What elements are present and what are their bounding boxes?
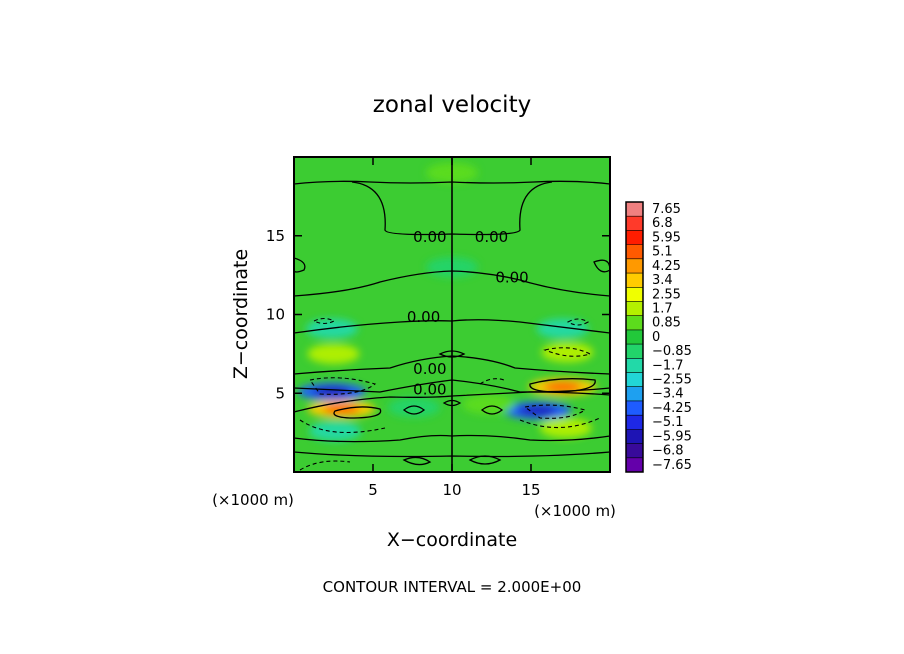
colorbar-swatch bbox=[626, 443, 643, 459]
contour-line bbox=[566, 318, 590, 326]
colorbar-swatch bbox=[626, 358, 643, 373]
contour-label: 0.00 bbox=[413, 381, 446, 399]
colorbar-level-label: 4.25 bbox=[652, 259, 681, 274]
contour-line bbox=[402, 405, 426, 415]
colorbar-legend: 7.656.85.955.14.253.42.551.70.850−0.85−1… bbox=[625, 201, 692, 473]
colorbar-swatch bbox=[626, 244, 643, 260]
colorbar-swatch bbox=[626, 400, 643, 416]
colorbar-level-label: 5.95 bbox=[652, 230, 681, 245]
contour-layer bbox=[294, 157, 610, 472]
colorbar-swatch bbox=[626, 429, 643, 444]
contour-label-layer: 0.00 0.00 0.00 0.00 0.00 0.00 bbox=[407, 228, 529, 399]
colorbar-level-label: −1.7 bbox=[652, 358, 684, 373]
y-tick-label: 15 bbox=[266, 227, 285, 245]
contour-line bbox=[402, 456, 432, 466]
contour-label: 0.00 bbox=[475, 228, 508, 246]
contour-line bbox=[479, 378, 505, 385]
contour-line bbox=[333, 406, 382, 419]
colorbar-swatch bbox=[626, 315, 643, 331]
colorbar-level-label: −7.65 bbox=[652, 458, 692, 473]
chart-title: zonal velocity bbox=[373, 92, 531, 118]
colorbar-swatch bbox=[626, 216, 643, 231]
y-axis-label: Z−coordinate bbox=[230, 249, 252, 379]
field-blob bbox=[541, 342, 594, 363]
colorbar-level-label: 0.85 bbox=[652, 316, 681, 331]
contour-label-text: 0.00 bbox=[413, 381, 446, 399]
colorbar-level-label: −2.55 bbox=[652, 373, 692, 388]
field-blob-core bbox=[518, 405, 557, 416]
colorbar-level-label: 2.55 bbox=[652, 287, 681, 302]
colorbar-swatch bbox=[626, 301, 643, 317]
field-blob bbox=[307, 343, 360, 364]
field-blob-core bbox=[313, 386, 351, 397]
contour-interval-note: CONTOUR INTERVAL = 2.000E+00 bbox=[323, 578, 582, 596]
colorbar-swatch bbox=[626, 202, 643, 217]
colorbar-level-label: −6.8 bbox=[652, 444, 684, 459]
colorbar-level-label: −5.95 bbox=[652, 429, 692, 444]
contour-label: 0.00 bbox=[413, 228, 446, 246]
contour-label: 0.00 bbox=[413, 360, 446, 378]
field-blob bbox=[388, 397, 441, 418]
colorbar-swatch bbox=[626, 258, 643, 274]
colorbar-swatch bbox=[626, 273, 643, 288]
colorbar-swatch bbox=[626, 344, 643, 359]
colorbar-level-label: −0.85 bbox=[652, 344, 692, 359]
contour-line bbox=[529, 378, 596, 393]
contour-label: 0.00 bbox=[495, 269, 528, 287]
colorbar-swatch bbox=[626, 457, 643, 473]
colorbar-level-label: 7.65 bbox=[652, 202, 681, 217]
colorbar-swatch bbox=[626, 372, 643, 388]
contour-line bbox=[480, 405, 504, 415]
contour-line bbox=[468, 455, 502, 465]
contour-label-text: 0.00 bbox=[413, 228, 446, 246]
contour-label-text: 0.00 bbox=[495, 269, 528, 287]
field-blob bbox=[309, 421, 362, 442]
colorbar-swatch bbox=[626, 329, 643, 345]
x-tick-label: 5 bbox=[368, 481, 378, 499]
x-axis-unit: (×1000 m) bbox=[212, 491, 294, 509]
colorbar-swatch bbox=[626, 287, 643, 302]
contour-label-text: 0.00 bbox=[475, 228, 508, 246]
y-tick-label: 5 bbox=[275, 384, 285, 402]
plot-area: 0.00 0.00 0.00 0.00 0.00 0.00 5 10 15 5 10 15 bbox=[266, 156, 611, 499]
colorbar-swatch bbox=[626, 230, 643, 246]
y-tick-label: 10 bbox=[266, 306, 285, 324]
contour-line bbox=[299, 460, 351, 471]
field-blob bbox=[536, 318, 589, 339]
colorbar-level-label: 3.4 bbox=[652, 273, 673, 288]
colorbar-level-label: 5.1 bbox=[652, 245, 673, 260]
contour-line bbox=[593, 259, 610, 273]
colorbar-level-label: 1.7 bbox=[652, 301, 673, 316]
tick-layer: 5 10 15 5 10 15 bbox=[266, 157, 610, 499]
colorbar-level-label: −5.1 bbox=[652, 415, 684, 430]
x-tick-label: 15 bbox=[521, 481, 540, 499]
field-blob bbox=[462, 394, 515, 415]
x-axis-label: X−coordinate bbox=[387, 529, 517, 551]
colorbar-swatch bbox=[626, 386, 643, 402]
contour-label-text: 0.00 bbox=[413, 360, 446, 378]
contour-line bbox=[309, 377, 377, 395]
field-blob bbox=[539, 417, 592, 438]
contour-line bbox=[543, 347, 592, 357]
contour-label-text: 0.00 bbox=[407, 308, 440, 326]
colorbar-level-label: −4.25 bbox=[652, 401, 692, 416]
colorbar-level-label: 0 bbox=[652, 330, 660, 345]
colorbar-swatch bbox=[626, 415, 643, 430]
contour-line bbox=[438, 350, 466, 358]
x-axis-unit-secondary: (×1000 m) bbox=[534, 502, 616, 520]
contour-line bbox=[312, 317, 336, 325]
contour-line bbox=[442, 399, 462, 407]
colorbar-level-label: 6.8 bbox=[652, 216, 673, 231]
contour-line bbox=[299, 419, 386, 434]
colorbar-level-label: −3.4 bbox=[652, 387, 684, 402]
contour-line bbox=[519, 417, 601, 429]
x-tick-label: 10 bbox=[442, 481, 461, 499]
field-blob-core bbox=[543, 382, 582, 392]
contour-label: 0.00 bbox=[407, 308, 440, 326]
